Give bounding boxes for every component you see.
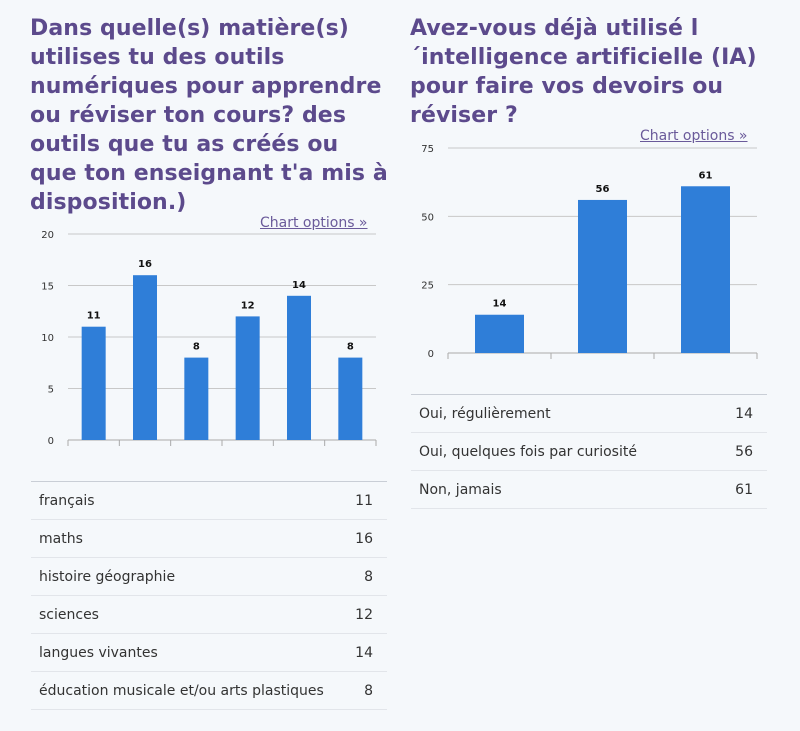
question-title: Avez-vous déjà utilisé l´intelligence ar… — [410, 16, 757, 128]
row-value: 8 — [352, 557, 387, 596]
data-label: 56 — [596, 184, 610, 195]
data-table-subjects: français 11 maths 16 histoire géographie 8 sci… — [31, 481, 387, 710]
table-row: Oui, régulièrement 14 — [411, 394, 767, 433]
chart-options-link[interactable]: Chart options » — [640, 128, 748, 144]
bar — [133, 275, 157, 440]
data-label: 8 — [193, 342, 200, 353]
panel-ia: Avez-vous déjà utilisé l´intelligence ar… — [410, 14, 768, 130]
data-label: 11 — [87, 311, 101, 322]
data-label: 14 — [493, 299, 507, 310]
table-row: langues vivantes 14 — [31, 633, 387, 672]
bar — [287, 295, 311, 440]
row-value: 12 — [352, 595, 387, 634]
data-label: 61 — [699, 170, 713, 181]
bar — [681, 186, 730, 353]
data-label: 14 — [292, 280, 306, 291]
row-value: 56 — [723, 432, 767, 471]
row-value: 14 — [723, 394, 767, 433]
bar — [81, 326, 106, 440]
data-label: 16 — [138, 259, 152, 270]
data-label: 12 — [241, 300, 255, 311]
y-tick-label: 5 — [48, 385, 54, 396]
bar — [578, 199, 627, 353]
row-label: français — [31, 481, 353, 520]
table-row: Non, jamais 61 — [411, 470, 767, 509]
table-row: français 11 — [31, 481, 387, 520]
row-label: Oui, quelques fois par curiosité — [411, 432, 724, 471]
y-tick-label: 75 — [421, 144, 434, 155]
chart-options-link[interactable]: Chart options » — [260, 215, 368, 231]
row-value: 8 — [352, 671, 387, 710]
bar — [235, 316, 260, 440]
y-tick-label: 15 — [41, 282, 54, 293]
table-row: maths 16 — [31, 519, 387, 558]
data-table-ia: Oui, régulièrement 14 Oui, quelques fois p… — [411, 394, 767, 509]
bar — [475, 314, 524, 353]
table-row: éducation musicale et/ou arts plastiques… — [31, 671, 387, 710]
panel-subjects: Dans quelle(s) matière(s) utilises tu de… — [30, 14, 388, 217]
row-label: éducation musicale et/ou arts plastiques — [31, 671, 353, 710]
y-tick-label: 25 — [421, 281, 434, 292]
table-row: sciences 12 — [31, 595, 387, 634]
row-value: 11 — [352, 481, 387, 520]
row-label: Oui, régulièrement — [411, 394, 724, 433]
y-tick-label: 20 — [41, 230, 54, 241]
row-value: 16 — [352, 519, 387, 558]
data-label: 8 — [347, 342, 354, 353]
table-row: Oui, quelques fois par curiosité 56 — [411, 432, 767, 471]
row-label: langues vivantes — [31, 633, 353, 672]
y-tick-label: 10 — [41, 333, 54, 344]
row-label: histoire géographie — [31, 557, 353, 596]
y-tick-label: 0 — [48, 436, 54, 447]
table-row: histoire géographie 8 — [31, 557, 387, 596]
row-label: maths — [31, 519, 353, 558]
row-value: 14 — [352, 633, 387, 672]
row-label: sciences — [31, 595, 353, 634]
row-value: 61 — [723, 470, 767, 509]
bar — [338, 357, 363, 440]
y-tick-label: 0 — [428, 349, 434, 360]
row-label: Non, jamais — [411, 470, 724, 509]
bar — [184, 357, 209, 440]
question-title: Dans quelle(s) matière(s) utilises tu de… — [30, 16, 388, 215]
y-tick-label: 50 — [421, 212, 434, 223]
